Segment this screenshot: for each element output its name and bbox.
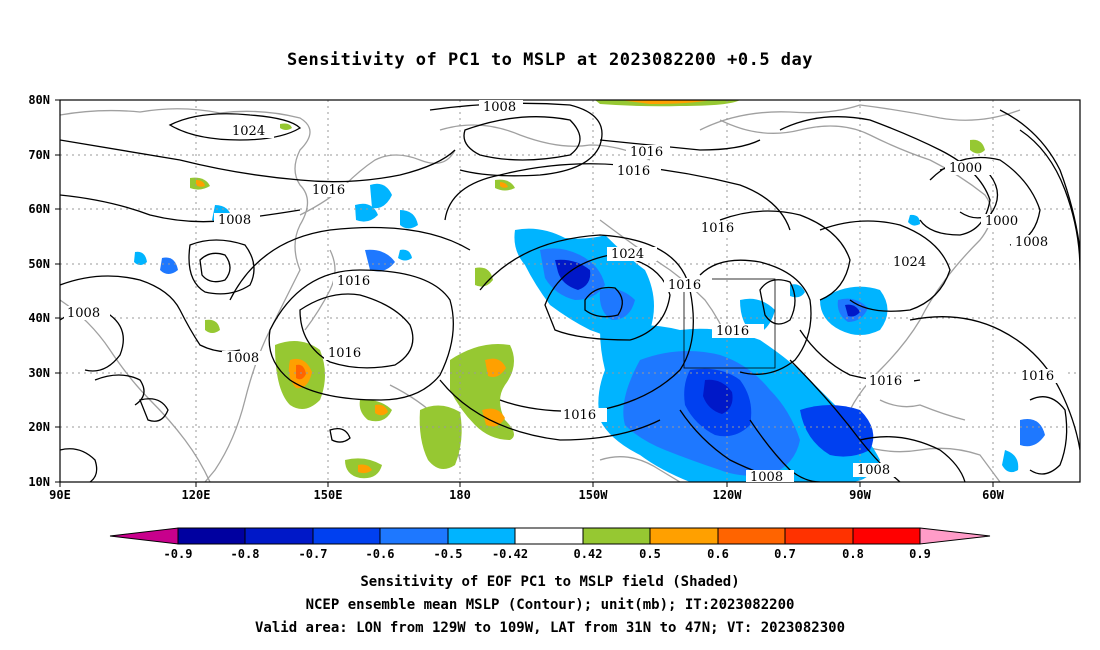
axis-ticks (55, 99, 994, 487)
colorbar-tick-label: 0.6 (707, 547, 729, 561)
contour-label: 1008 (750, 470, 783, 485)
colorbar-tick-label: 0.9 (909, 547, 931, 561)
colorbar (109, 527, 991, 545)
colorbar-segment (784, 527, 854, 545)
colorbar-tick-label: -0.42 (492, 547, 528, 561)
colorbar-tick-label: -0.9 (164, 547, 193, 561)
contour-label: 1008 (1015, 235, 1048, 250)
contour-label: 1016 (716, 324, 749, 339)
contour-label: 1016 (328, 346, 361, 361)
contour-label: 1008 (483, 100, 516, 115)
caption-contour: NCEP ensemble mean MSLP (Contour); unit(… (305, 597, 795, 613)
lon-label: 120W (713, 488, 743, 502)
lon-label: 150E (314, 488, 343, 502)
lat-label: 50N (28, 257, 50, 271)
contour-label: 1016 (668, 278, 701, 293)
contour-label: 1000 (985, 214, 1018, 229)
contour-label: 1008 (226, 351, 259, 366)
contour-label: 1016 (312, 183, 345, 198)
colorbar-segment (312, 527, 381, 545)
colorbar-segment (109, 527, 179, 545)
colorbar-segment (919, 527, 991, 545)
colorbar-segment (514, 527, 584, 545)
lat-label: 10N (28, 475, 50, 489)
lon-label: 150W (579, 488, 609, 502)
lat-label: 80N (28, 93, 50, 107)
colorbar-segment (852, 527, 921, 545)
map-frame (59, 99, 1081, 483)
colorbar-tick-label: -0.5 (434, 547, 463, 561)
contour-label: 1016 (617, 164, 650, 179)
lon-label: 90E (49, 488, 71, 502)
contour-label: 1008 (857, 463, 890, 478)
contour-label: 1016 (701, 221, 734, 236)
colorbar-segment (649, 527, 719, 545)
lon-label: 120E (182, 488, 211, 502)
colorbar-tick-label: -0.7 (299, 547, 328, 561)
colorbar-tick-label: -0.8 (231, 547, 260, 561)
colorbar-tick-label: 0.42 (574, 547, 603, 561)
contour-label: 1008 (67, 306, 100, 321)
lat-label: 60N (28, 202, 50, 216)
caption-valid-area: Valid area: LON from 129W to 109W, LAT f… (254, 620, 845, 636)
colorbar-tick-label: -0.6 (366, 547, 395, 561)
colorbar-segment (379, 527, 449, 545)
caption-shaded: Sensitivity of EOF PC1 to MSLP field (Sh… (360, 574, 740, 590)
contour-label: 1016 (630, 145, 663, 160)
valid-area-box (683, 278, 776, 369)
contour-label: 1016 (1021, 369, 1054, 384)
lat-label: 20N (28, 420, 50, 434)
contour-label: 1008 (218, 213, 251, 228)
lon-label: 60W (982, 488, 1004, 502)
lat-label: 70N (28, 148, 50, 162)
colorbar-tick-label: 0.7 (774, 547, 796, 561)
contour-label: 1024 (611, 247, 644, 262)
contour-labels: 1008 1024 1016 1016 1016 1008 1016 1000 … (64, 100, 1066, 485)
lon-label: 180 (449, 488, 471, 502)
lon-labels: 90E 120E 150E 180 150W 120W 90W 60W (49, 488, 1004, 502)
contour-label: 1016 (337, 274, 370, 289)
contour-label: 1024 (893, 255, 926, 270)
lat-label: 30N (28, 366, 50, 380)
colorbar-segment (177, 527, 246, 545)
colorbar-tick-labels: -0.9 -0.8 -0.7 -0.6 -0.5 -0.42 0.42 0.5 … (164, 547, 931, 561)
colorbar-segment (717, 527, 786, 545)
contour-label: 1024 (232, 124, 265, 139)
colorbar-segment (244, 527, 314, 545)
contour-label: 1016 (869, 374, 902, 389)
contour-label: 1000 (949, 161, 982, 176)
colorbar-segment (447, 527, 516, 545)
contour-label: 1016 (563, 408, 596, 423)
lat-label: 40N (28, 311, 50, 325)
colorbar-tick-label: 0.8 (842, 547, 864, 561)
colorbar-segment (582, 527, 651, 545)
colorbar-tick-label: 0.5 (639, 547, 661, 561)
lat-labels: 80N 70N 60N 50N 40N 30N 20N 10N (28, 93, 50, 489)
chart-title: Sensitivity of PC1 to MSLP at 2023082200… (286, 50, 813, 70)
lon-label: 90W (849, 488, 871, 502)
